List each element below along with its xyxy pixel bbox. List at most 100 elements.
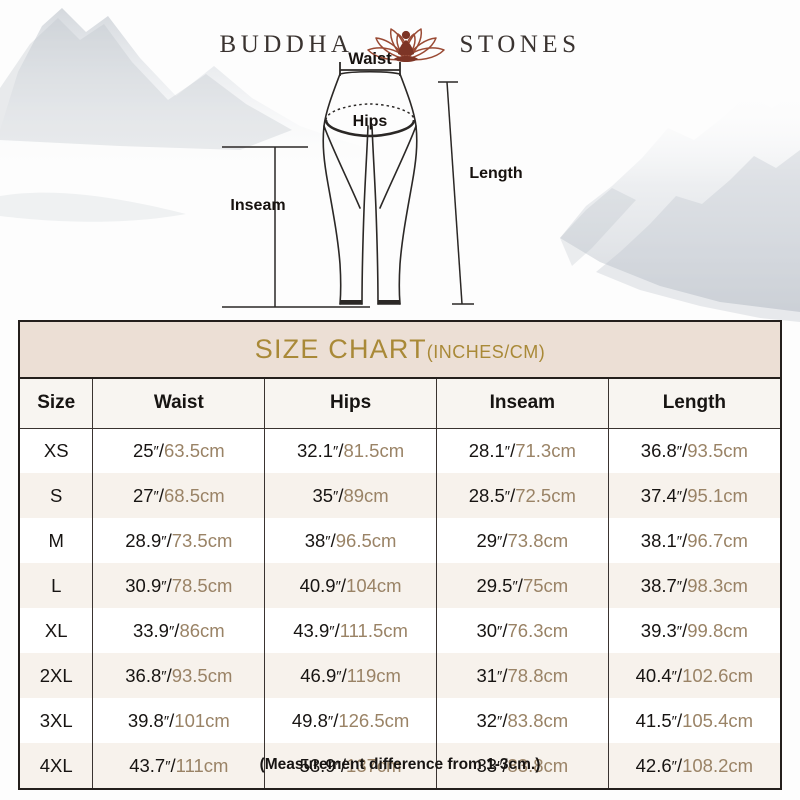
value-centimeters: 86cm [179,619,225,641]
value-centimeters: 89cm [343,484,389,506]
hips-ellipse-front [324,119,416,138]
cell-inseam: 31″/78.8cm [436,653,609,698]
inch-mark: ″ [671,712,677,730]
value-inches: 40.9 [299,574,336,596]
lotus-meditation-icon [367,28,446,62]
cell-length: 38.1″/96.7cm [608,518,780,563]
page-title: SIZE CHART(INCHES/CM) [255,334,546,365]
value-centimeters: 104cm [346,574,402,596]
inch-mark: ″ [333,442,339,460]
inch-mark: ″ [497,532,503,550]
column-header-size: Size [20,379,94,429]
cell-waist: 39.8″/101cm [92,698,266,743]
inch-mark: ″ [161,667,167,685]
value-inches: 36.8 [125,664,162,686]
table-row: 4XL 43.7″/111cm 53.9″/137cm 33″/83.8cm 42.6″… [20,743,780,788]
cell-inseam: 28.1″/71.3cm [436,428,609,473]
value-centimeters: 126.5cm [338,709,410,731]
waist-label: Waist [348,52,392,68]
column-header-inseam: Inseam [436,379,609,429]
value-centimeters: 119cm [346,664,401,686]
table-row: 3XL 39.8″/101cm 49.8″/126.5cm 32″/83.8cm 41.… [20,698,780,743]
value-inches: 42.6 [635,754,672,776]
inch-mark: ″ [335,577,341,595]
inch-mark: ″ [163,712,170,730]
cell-length: 40.4″/102.6cm [608,653,780,698]
size-chart-table-container: SIZE CHART(INCHES/CM) Size Waist Hips In… [18,320,782,790]
inch-mark: ″ [512,577,518,595]
value-inches: 41.5 [635,709,672,731]
table-row: M 28.9″/73.5cm 38″/96.5cm 29″/73.8cm 38.1″/9… [20,518,780,563]
inch-mark: ″ [161,532,167,550]
value-inches: 37.4 [640,484,677,506]
value-inches: 53.9 [299,754,336,776]
cell-hips: 35″/89cm [264,473,437,518]
cell-size: XS [20,428,94,473]
cell-length: 38.7″/98.3cm [608,563,780,608]
column-header-length: Length [608,379,780,429]
inch-mark: ″ [676,532,683,550]
cell-length: 41.5″/105.4cm [608,698,780,743]
cell-size: XL [20,608,94,653]
value-inches: 30 [476,619,498,641]
value-inches: 32 [476,709,498,731]
value-centimeters: 108.2cm [682,754,754,776]
value-centimeters: 72.5cm [515,484,576,506]
cell-inseam: 28.5″/72.5cm [436,473,609,518]
table-header-row: Size Waist Hips Inseam Length [20,379,780,429]
inch-mark: ″ [671,667,677,685]
cell-size: 3XL [20,698,94,743]
value-inches: 29 [476,529,498,551]
cell-length: 36.8″/93.5cm [608,428,780,473]
cell-hips: 49.8″/126.5cm [264,698,437,743]
chart-title-units: (INCHES/CM) [426,342,546,362]
cell-size: 2XL [20,653,94,698]
value-inches: 33.9 [132,619,169,641]
value-centimeters: 96.7cm [687,529,748,551]
cell-size: M [20,518,94,563]
cell-waist: 36.8″/93.5cm [92,653,266,698]
inch-mark: ″ [336,667,342,685]
table-row: S 27″/68.5cm 35″/89cm 28.5″/72.5cm 37.4″/95.… [20,473,780,518]
inch-mark: ″ [504,487,511,505]
value-centimeters: 73.8cm [507,529,569,551]
cell-hips: 32.1″/81.5cm [264,428,437,473]
inch-mark: ″ [329,622,335,640]
cell-waist: 30.9″/78.5cm [92,563,266,608]
value-centimeters: 95.1cm [687,484,748,506]
column-header-hips: Hips [264,379,437,429]
cell-hips: 43.9″/111.5cm [264,608,437,653]
value-centimeters: 111.5cm [339,619,408,641]
cell-waist: 43.7″/111cm [92,743,266,788]
inch-mark: ″ [497,712,503,730]
value-inches: 31 [476,664,498,686]
inch-mark: ″ [676,487,683,505]
value-inches: 32.1 [297,439,334,461]
measurement-note: (Measurement difference from 1-3cm.) [259,756,541,773]
value-inches: 39.8 [127,709,164,731]
cell-inseam: 33″/83.8cm [436,743,609,788]
cell-hips: 46.9″/119cm [264,653,437,698]
cell-length: 37.4″/95.1cm [608,473,780,518]
value-inches: 28.1 [468,439,505,461]
value-inches: 49.8 [291,709,328,731]
value-centimeters: 137cm [346,754,402,776]
length-label: Length [469,165,522,182]
value-centimeters: 71.3cm [515,439,576,461]
value-centimeters: 111cm [175,754,229,776]
value-centimeters: 73.5cm [171,529,233,551]
value-inches: 38 [304,529,326,551]
cell-hips: 53.9″/137cm [264,743,437,788]
value-inches: 43.9 [293,619,330,641]
chart-title-main: SIZE CHART [254,334,427,364]
inch-mark: ″ [676,577,683,595]
length-measure-line [446,81,463,305]
value-inches: 28.5 [468,484,505,506]
inseam-label: Inseam [230,197,285,214]
value-inches: 38.1 [640,529,677,551]
value-inches: 40.4 [635,664,672,686]
value-inches: 25 [132,439,154,461]
value-inches: 33 [476,754,498,776]
inch-mark: ″ [325,532,331,550]
